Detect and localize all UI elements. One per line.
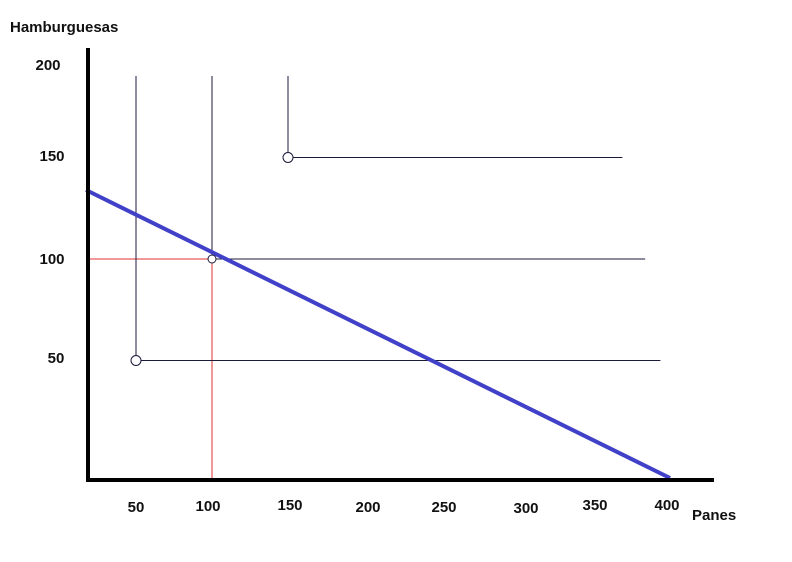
x-tick-label-150: 150	[277, 497, 302, 514]
corner-point-3	[282, 152, 294, 163]
indifference-curve-3	[287, 76, 623, 158]
reference-lines	[88, 258, 213, 480]
x-tick-label-200: 200	[355, 499, 380, 516]
budget-line-series	[85, 188, 671, 480]
budget-line	[85, 188, 671, 480]
corner-points	[130, 152, 294, 366]
axes	[86, 48, 714, 482]
corner-point-2	[207, 254, 217, 264]
tick-labels: 50 100 150 200 250 300 350 400 50 100 150 200	[35, 57, 679, 517]
y-tick-label-200: 200	[35, 57, 60, 74]
x-tick-label-100: 100	[195, 498, 220, 515]
y-tick-label-100: 100	[39, 251, 64, 268]
indifference-curve-2	[211, 76, 646, 260]
indifference-curve-1	[135, 76, 661, 361]
y-axis-title: Hamburguesas	[10, 19, 118, 36]
x-tick-label-400: 400	[654, 497, 679, 514]
y-tick-label-150: 150	[39, 148, 64, 165]
indifference-curves	[135, 76, 661, 361]
x-tick-label-350: 350	[582, 497, 607, 514]
corner-point-1	[130, 355, 142, 366]
x-tick-label-50: 50	[128, 499, 145, 516]
x-tick-label-300: 300	[513, 500, 538, 517]
x-axis-title: Panes	[692, 507, 736, 524]
x-tick-label-250: 250	[431, 499, 456, 516]
y-tick-label-50: 50	[48, 350, 65, 367]
